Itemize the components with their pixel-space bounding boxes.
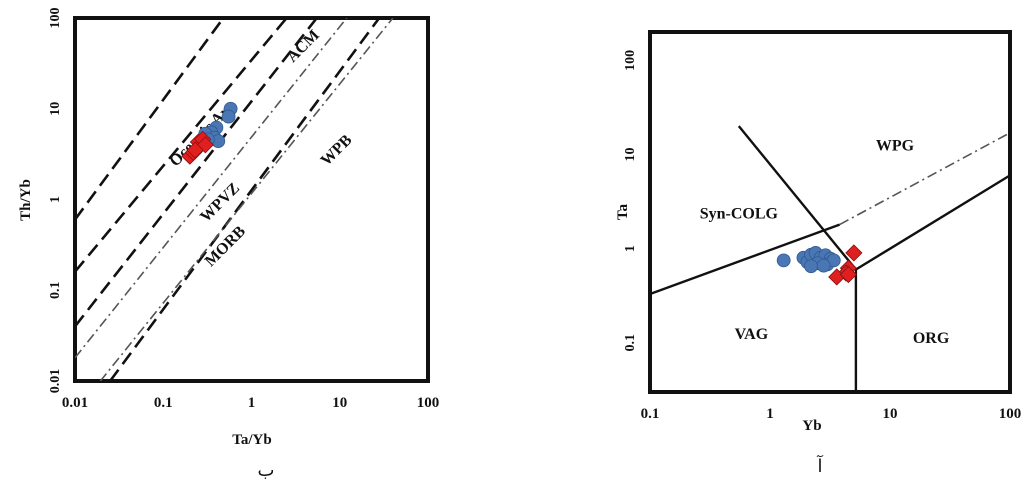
right-circle-point-12: [816, 258, 831, 273]
left-diamond-point-7: [186, 141, 204, 159]
left-boundary-line-3: [75, 18, 348, 359]
right-region-labels: WPG Syn-COLG VAG ORG: [700, 138, 950, 347]
left-x-axis-title: Ta/Yb: [232, 432, 271, 448]
left-plot-frame: [73, 16, 430, 383]
right-diamond-point-4: [839, 266, 857, 284]
left-y-tick-label-0: 0.01: [48, 369, 63, 394]
right-y-tick-label-3: 100: [623, 50, 638, 71]
left-boundary-line-2: [75, 18, 318, 328]
right-y-tick-label-2: 10: [623, 147, 638, 161]
right-circle-point-0: [776, 253, 791, 268]
left-boundary-line-5: [99, 18, 394, 381]
right-boundary-line-2: [737, 125, 857, 271]
right-y-axis-title: Ta: [615, 203, 631, 220]
right-boundaries: [650, 125, 1010, 392]
left-boundaries: [75, 18, 394, 381]
left-caption: ب: [258, 460, 275, 481]
right-region-label-0: WPG: [876, 138, 915, 155]
right-plot-frame: [648, 30, 1012, 394]
right-region-label-1: Syn-COLG: [700, 205, 779, 222]
left-y-tick-label-4: 100: [48, 8, 63, 29]
left-x-tick-label-1: 0.1: [154, 395, 173, 411]
right-x-tick-label-0: 0.1: [641, 406, 660, 422]
right-x-tick-label-2: 10: [883, 406, 898, 422]
left-region-label-3: MORB: [202, 223, 249, 270]
right-circle-point-11: [804, 259, 818, 274]
right-x-axis-title: Yb: [802, 418, 821, 434]
left-chart: Oceanic ArcACMWPVZMORBWPB 0.010.11101000…: [18, 8, 439, 481]
right-boundary-line-0: [650, 223, 841, 296]
left-data-points: [181, 101, 238, 165]
right-boundary-line-1: [839, 132, 1010, 226]
left-region-label-4: WPB: [318, 131, 356, 169]
left-x-tick-label-0: 0.01: [62, 395, 88, 411]
right-y-tick-label-1: 1: [623, 245, 638, 252]
right-boundary-line-3: [855, 174, 1010, 271]
right-tick-labels: 0.1 1 10 100 0.1 1 10 100: [623, 50, 1021, 422]
left-tick-labels: 0.01 0.1 1 10 100 0.01 0.1 1 10 100: [48, 8, 439, 412]
right-region-label-3: ORG: [913, 330, 950, 347]
right-data-points: [776, 244, 863, 286]
right-x-tick-label-3: 100: [999, 406, 1022, 422]
left-x-tick-label-3: 10: [332, 395, 347, 411]
left-x-tick-label-2: 1: [248, 395, 256, 411]
right-diamond-point-0: [845, 244, 863, 262]
left-circle-point-1: [221, 109, 236, 124]
left-y-tick-label-3: 10: [48, 102, 63, 116]
left-region-label-1: ACM: [284, 27, 323, 66]
left-x-tick-label-4: 100: [417, 395, 440, 411]
left-boundary-line-4: [109, 18, 381, 381]
right-caption: آ: [816, 454, 823, 477]
left-region-label-2: WPVZ: [197, 180, 243, 226]
right-x-tick-label-1: 1: [766, 406, 774, 422]
left-y-tick-label-1: 0.1: [48, 282, 63, 300]
left-y-axis-title: Th/Yb: [18, 179, 34, 221]
left-boundary-line-1: [75, 18, 288, 273]
left-y-tick-label-2: 1: [48, 196, 63, 203]
right-region-label-2: VAG: [735, 326, 769, 343]
right-y-tick-label-0: 0.1: [623, 334, 638, 352]
